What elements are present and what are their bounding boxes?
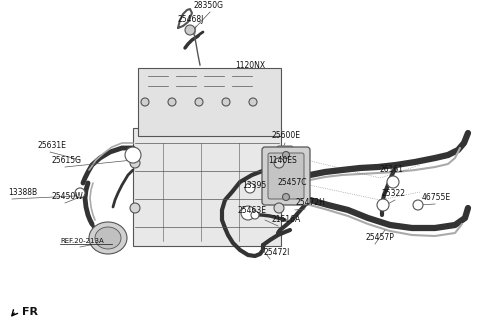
Text: 25472I: 25472I [263, 248, 289, 257]
Text: 1120NX: 1120NX [235, 61, 265, 70]
Circle shape [413, 200, 423, 210]
Circle shape [274, 203, 284, 213]
FancyBboxPatch shape [268, 153, 304, 199]
Bar [133, 128, 281, 246]
Text: 13395: 13395 [242, 181, 266, 190]
Ellipse shape [89, 222, 127, 254]
Circle shape [125, 147, 141, 163]
Circle shape [245, 183, 255, 193]
Circle shape [141, 98, 149, 106]
Circle shape [222, 98, 230, 106]
Text: 25450W: 25450W [52, 192, 84, 201]
Text: 25457P: 25457P [365, 233, 394, 242]
Circle shape [283, 194, 289, 200]
Circle shape [195, 98, 203, 106]
Text: 46755E: 46755E [422, 193, 451, 202]
Circle shape [251, 211, 259, 219]
Text: REF.20-213A: REF.20-213A [60, 238, 104, 244]
Circle shape [185, 25, 195, 35]
Text: 25600E: 25600E [272, 131, 301, 140]
Text: 13388B: 13388B [8, 188, 37, 197]
Circle shape [274, 158, 284, 168]
Text: 26161: 26161 [380, 165, 404, 174]
Text: 1140ES: 1140ES [268, 156, 297, 165]
Circle shape [130, 203, 140, 213]
Circle shape [377, 199, 389, 211]
Circle shape [387, 176, 399, 188]
Circle shape [75, 188, 85, 198]
Circle shape [168, 98, 176, 106]
FancyBboxPatch shape [262, 147, 310, 205]
Text: 25631E: 25631E [38, 141, 67, 150]
Text: 21516A: 21516A [272, 215, 301, 224]
Text: 25463E: 25463E [238, 206, 267, 215]
Text: 25468J: 25468J [178, 15, 204, 24]
Text: 28350G: 28350G [193, 1, 223, 10]
Circle shape [283, 152, 289, 158]
Circle shape [249, 98, 257, 106]
Text: FR: FR [22, 307, 38, 317]
FancyBboxPatch shape [277, 146, 293, 170]
Circle shape [241, 206, 255, 220]
Text: 25457C: 25457C [278, 178, 308, 187]
Bar [138, 68, 281, 136]
Text: 25472H: 25472H [295, 198, 325, 207]
Ellipse shape [95, 227, 121, 249]
Circle shape [130, 158, 140, 168]
Text: 25615G: 25615G [52, 156, 82, 165]
Text: 25322: 25322 [382, 189, 406, 198]
